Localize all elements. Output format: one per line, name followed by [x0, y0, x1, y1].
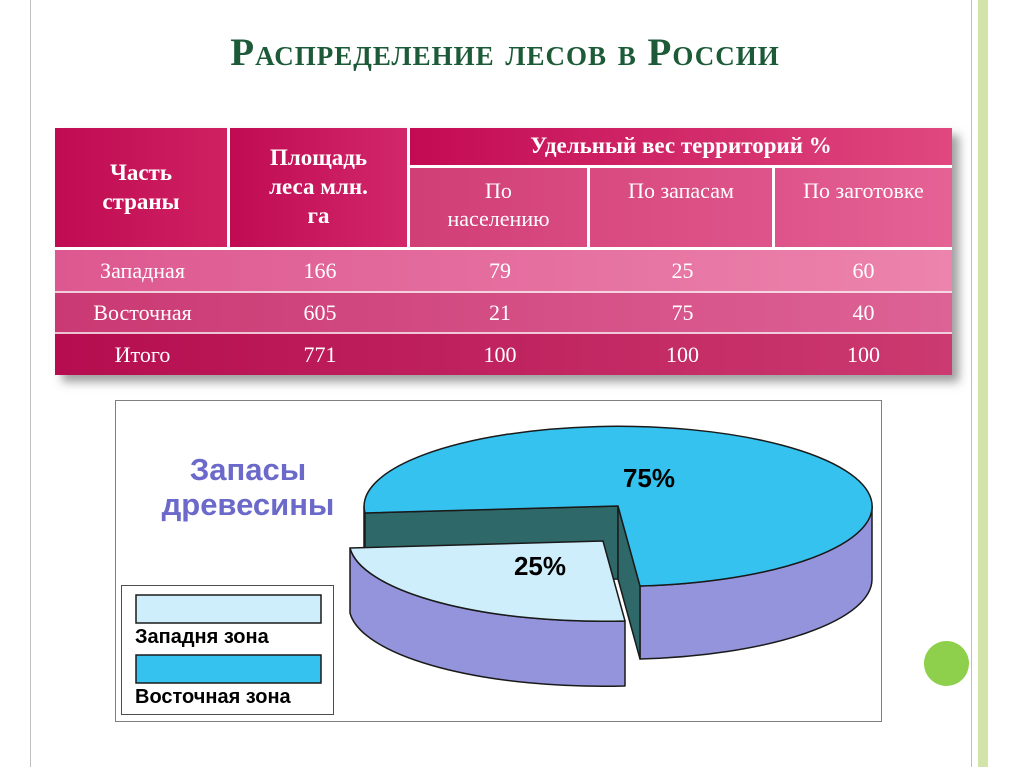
table-row-west: Западная 166 79 25 60 [55, 250, 952, 291]
cell-area: 771 [303, 341, 337, 367]
col-header-part: Часть страны [55, 128, 230, 250]
cell-part: Итого [114, 341, 171, 367]
cell-area: 166 [303, 257, 337, 283]
right-green-band [978, 0, 988, 767]
table-row-total: Итого 771 100 100 100 [55, 332, 952, 375]
right-border-line [971, 0, 972, 767]
left-border-line [30, 0, 31, 767]
pie-label-west: 25% [514, 551, 566, 581]
col-header-share-group: Удельный вес территорий % [410, 128, 952, 168]
table-row-east: Восточная 605 21 75 40 [55, 291, 952, 332]
legend-label-east: Восточная зона [135, 686, 291, 708]
cell-part: Западная [100, 257, 185, 283]
cell-harvest: 60 [852, 257, 875, 283]
legend-swatch-west [135, 594, 322, 624]
cell-part: Восточная [93, 299, 192, 325]
pie-label-east: 75% [623, 463, 675, 493]
pie-slice-west-top [349, 540, 626, 623]
forest-distribution-table: Часть страны Площадь леса млн. га Удельн… [55, 128, 952, 375]
col-header-by-reserves: По запасам [590, 168, 775, 250]
col-header-area: Площадь леса млн. га [230, 128, 410, 250]
pie-slice-east-top [363, 425, 873, 587]
cell-population: 100 [483, 341, 517, 367]
legend-swatch-east [135, 654, 322, 684]
pie-chart-panel: 75% 25% Запасы древесины Западня зона Во… [115, 400, 882, 722]
cell-harvest: 100 [847, 341, 880, 367]
chart-caption: Запасы древесины [161, 452, 335, 522]
green-circle-decoration [924, 641, 969, 686]
col-header-by-harvest: По заготовке [775, 168, 952, 250]
legend-label-west: Западня зона [135, 626, 269, 648]
cell-harvest: 40 [852, 299, 875, 325]
cell-reserves: 100 [666, 341, 699, 367]
pie-chart: 75% 25% [349, 425, 873, 688]
cell-reserves: 25 [671, 257, 694, 283]
slide-title: Распределение лесов в России [230, 31, 780, 74]
col-header-by-population: По населению [410, 168, 590, 250]
cell-population: 79 [489, 257, 511, 283]
cell-area: 605 [303, 299, 337, 325]
cell-population: 21 [489, 299, 511, 325]
chart-legend: Западня зона Восточная зона [121, 585, 334, 715]
cell-reserves: 75 [671, 299, 694, 325]
